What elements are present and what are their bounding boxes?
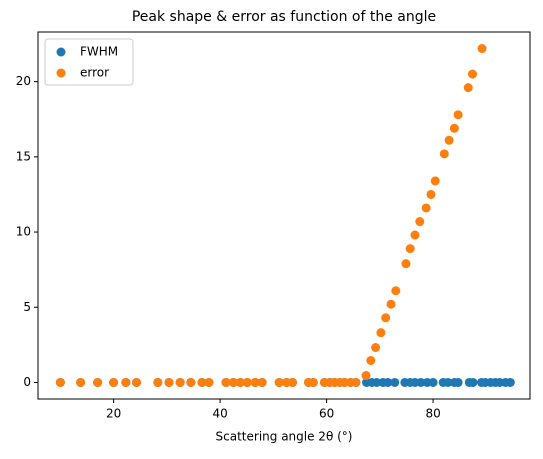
point <box>477 44 487 54</box>
point <box>428 377 438 387</box>
point <box>221 377 231 387</box>
point <box>288 377 298 387</box>
point <box>228 377 238 387</box>
point <box>153 377 163 387</box>
point <box>235 377 245 387</box>
point <box>410 230 420 240</box>
point <box>463 83 473 93</box>
point <box>405 244 415 254</box>
point <box>175 377 185 387</box>
point <box>308 377 318 387</box>
point <box>274 377 284 387</box>
point <box>257 377 267 387</box>
point <box>505 377 515 387</box>
point <box>186 377 196 387</box>
point <box>391 286 401 296</box>
point <box>121 377 131 387</box>
point <box>250 377 260 387</box>
point <box>197 377 207 387</box>
point <box>416 377 426 387</box>
point <box>468 377 478 387</box>
point <box>351 377 361 387</box>
point <box>381 313 391 323</box>
point <box>439 149 449 159</box>
point <box>93 377 103 387</box>
legend-label: error <box>80 66 109 80</box>
point <box>430 176 440 186</box>
y-tick-label: 10 <box>16 225 31 239</box>
point <box>242 377 252 387</box>
x-tick-label: 80 <box>425 407 440 421</box>
legend-marker <box>56 47 66 57</box>
point <box>383 377 393 387</box>
x-axis-label: Scattering angle 2θ (°) <box>216 430 353 444</box>
legend-marker <box>56 68 66 78</box>
plot-frame <box>37 31 531 400</box>
point <box>55 377 65 387</box>
point <box>366 355 376 365</box>
point <box>390 377 400 387</box>
y-tick-label: 5 <box>23 300 31 314</box>
x-tick-label: 60 <box>319 407 334 421</box>
point <box>421 203 431 213</box>
point <box>386 299 396 309</box>
point <box>444 135 454 145</box>
point <box>453 110 463 120</box>
point <box>467 69 477 79</box>
point <box>164 377 174 387</box>
point <box>204 377 214 387</box>
point <box>415 217 425 227</box>
point <box>76 377 86 387</box>
point <box>443 377 453 387</box>
legend-box <box>44 38 134 86</box>
chart-title: Peak shape & error as function of the an… <box>132 9 436 25</box>
y-tick-label: 0 <box>23 375 31 389</box>
point <box>426 189 436 199</box>
x-tick-label: 40 <box>212 407 227 421</box>
point <box>453 377 463 387</box>
x-tick-label: 20 <box>106 407 121 421</box>
point <box>376 328 386 338</box>
y-tick-label: 15 <box>16 149 31 163</box>
point <box>132 377 142 387</box>
point <box>109 377 119 387</box>
y-tick-label: 20 <box>16 74 31 88</box>
legend-label: FWHM <box>80 45 118 59</box>
point <box>361 371 371 381</box>
point <box>401 259 411 269</box>
point <box>372 377 382 387</box>
point <box>449 123 459 133</box>
point <box>371 343 381 353</box>
